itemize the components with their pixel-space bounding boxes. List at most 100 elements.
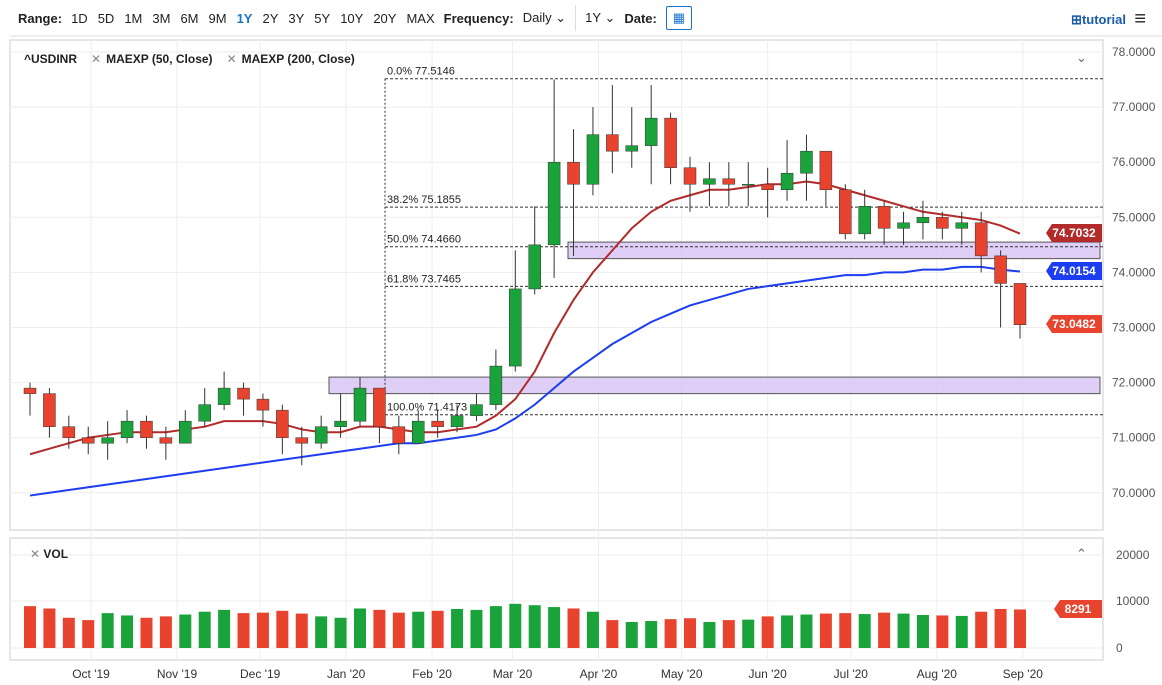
- candle-body: [897, 222, 910, 229]
- x-tick-label: Oct '19: [72, 667, 110, 681]
- candle-body: [800, 150, 813, 174]
- candle-body: [936, 217, 949, 229]
- candle-body: [586, 134, 600, 185]
- candle-body: [314, 426, 328, 444]
- price-panel: [9, 39, 1104, 531]
- volume-bar: [839, 613, 852, 648]
- volume-bar: [24, 606, 36, 648]
- volume-bar: [276, 610, 289, 648]
- range-label: Range:: [18, 10, 63, 26]
- candle-body: [567, 161, 580, 185]
- volume-bar: [994, 608, 1007, 648]
- volume-bar: [334, 617, 347, 648]
- candle-body: [373, 387, 386, 427]
- volume-bar: [237, 613, 250, 648]
- toolbar: Range: 1D 5D 1M 3M 6M 9M 1Y 2Y 3Y 5Y 10Y 20Y MAX Fre…: [0, 0, 1162, 36]
- calendar-icon[interactable]: ▦: [665, 6, 692, 30]
- expand-chevron-icon[interactable]: ⌃: [1076, 546, 1087, 561]
- ma200-line: [29, 265, 1021, 497]
- fib-level-label: 61.8% 73.7465: [387, 273, 461, 285]
- range-6m[interactable]: 6M: [180, 10, 199, 26]
- candle-body: [276, 409, 289, 438]
- study-label: MAEXP (200, Close): [241, 52, 355, 66]
- candle-body: [23, 387, 37, 394]
- volume-bar: [159, 616, 172, 648]
- vol-tick-label: 10000: [1116, 594, 1150, 608]
- candle-body: [916, 217, 930, 224]
- volume-bar: [140, 617, 153, 648]
- volume-bar: [315, 616, 328, 648]
- close-icon[interactable]: ✕: [91, 52, 102, 66]
- frequency-dropdown[interactable]: Daily ⌄: [523, 10, 566, 26]
- y-tick-label: 76.0000: [1112, 155, 1156, 169]
- volume-bar: [179, 614, 192, 648]
- range-9m[interactable]: 9M: [208, 10, 227, 26]
- study-ma50: ✕ MAEXP (50, Close): [91, 52, 213, 66]
- volume-bar: [916, 614, 929, 648]
- range-selector: 1D 5D 1M 3M 6M 9M 1Y 2Y 3Y 5Y 10Y 20Y MAX: [71, 11, 435, 26]
- menu-icon[interactable]: ≡: [1134, 8, 1146, 30]
- collapse-chevron-icon[interactable]: ⌄: [1076, 50, 1087, 65]
- range-5d[interactable]: 5D: [97, 10, 115, 26]
- x-tick-label: May '20: [661, 667, 703, 681]
- candle-body: [780, 172, 794, 191]
- vol-tick-label: 20000: [1116, 548, 1150, 562]
- candle-body: [761, 183, 774, 191]
- range-3m[interactable]: 3M: [152, 10, 171, 26]
- range-5y[interactable]: 5Y: [314, 10, 331, 26]
- candle-body: [295, 437, 309, 444]
- x-tick-label: Mar '20: [493, 667, 533, 681]
- volume-bar: [218, 609, 231, 648]
- candle-body: [62, 426, 76, 438]
- close-icon[interactable]: ✕: [226, 52, 237, 66]
- close-icon[interactable]: ✕: [30, 547, 44, 561]
- candle-body: [81, 437, 95, 444]
- volume-bar: [82, 620, 95, 648]
- range-10y[interactable]: 10Y: [340, 10, 364, 26]
- period-dropdown[interactable]: 1Y ⌄: [585, 10, 615, 26]
- range-1y[interactable]: 1Y: [236, 10, 253, 26]
- y-tick-label: 71.0000: [1112, 431, 1156, 445]
- candle-body: [140, 420, 153, 438]
- chevron-down-icon: ⌄: [604, 10, 616, 25]
- range-20y[interactable]: 20Y: [373, 10, 397, 26]
- volume-bar: [625, 621, 638, 648]
- volume-bar: [684, 618, 696, 648]
- tutorial-link[interactable]: ⊞tutorial: [1071, 12, 1126, 28]
- range-3y[interactable]: 3Y: [288, 10, 305, 26]
- vol-tick-label: 0: [1116, 641, 1123, 655]
- volume-bar: [509, 603, 522, 648]
- candle-body: [256, 398, 270, 411]
- x-tick-label: Aug '20: [917, 667, 958, 681]
- chart-legend: ^USDINR ✕ MAEXP (50, Close) ✕ MAEXP (200, …: [24, 52, 355, 66]
- volume-bar: [975, 611, 988, 648]
- study-label: MAEXP (50, Close): [106, 52, 213, 66]
- range-1d[interactable]: 1D: [71, 10, 88, 26]
- candle-body: [120, 420, 134, 438]
- volume-bar: [431, 610, 444, 648]
- volume-bar: [722, 620, 735, 648]
- volume-bar: [101, 613, 114, 648]
- candle-body: [217, 387, 231, 405]
- volume-bar: [819, 613, 832, 648]
- x-tick-label: Dec '19: [240, 667, 281, 681]
- y-tick-label: 72.0000: [1112, 376, 1156, 390]
- volume-bar: [392, 612, 405, 648]
- candle-body: [392, 426, 406, 444]
- volume-bar: [198, 611, 211, 648]
- volume-bar: [645, 621, 658, 648]
- volume-bar: [800, 614, 813, 648]
- volume-bar: [256, 612, 269, 648]
- range-max[interactable]: MAX: [406, 10, 435, 26]
- volume-bar: [43, 608, 56, 648]
- range-2y[interactable]: 2Y: [262, 10, 279, 26]
- candle-body: [819, 150, 833, 190]
- volume-bar: [567, 608, 580, 648]
- volume-bar: [703, 621, 716, 648]
- candle-body: [237, 387, 250, 400]
- range-1m[interactable]: 1M: [124, 10, 143, 26]
- date-label: Date:: [624, 10, 657, 26]
- y-tick-label: 70.0000: [1112, 486, 1156, 500]
- candle-body: [858, 206, 871, 235]
